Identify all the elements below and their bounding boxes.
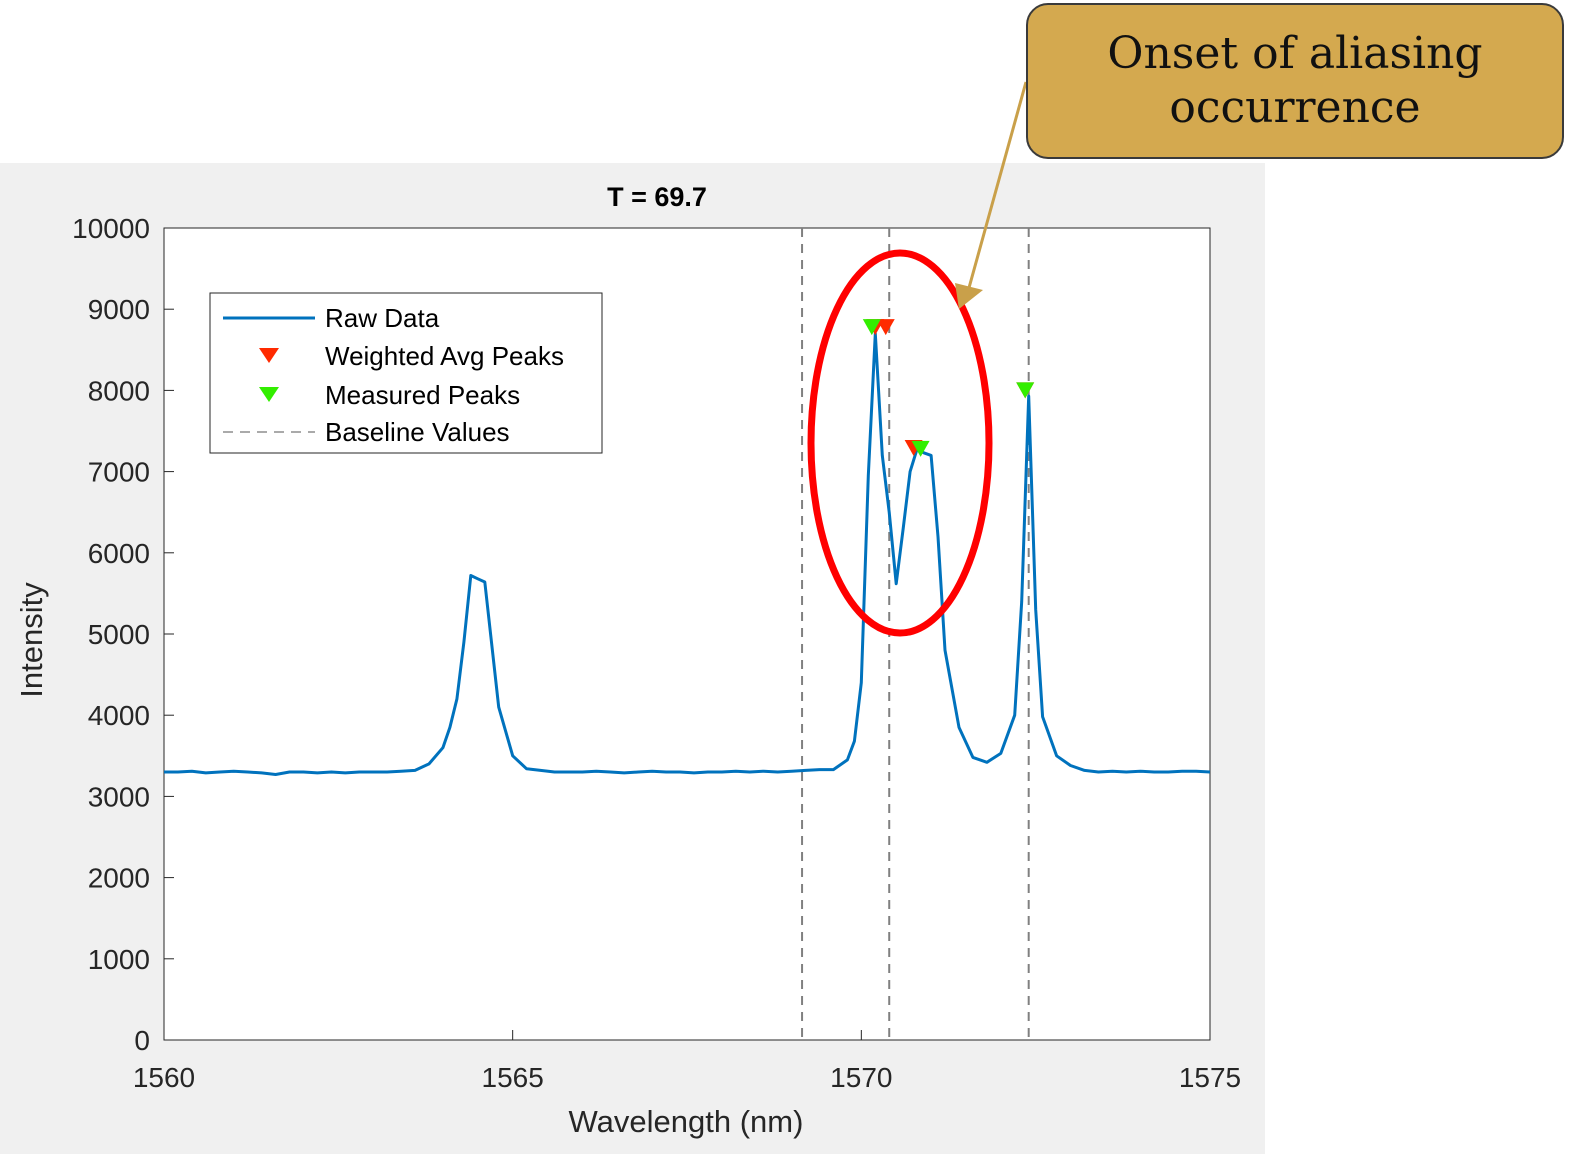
legend-measured-marker [259, 387, 279, 402]
x-axis-label: Wavelength (nm) [569, 1104, 804, 1139]
y-tick-label: 6000 [88, 538, 150, 569]
y-tick-label: 2000 [88, 863, 150, 894]
callout-arrow-shaft [965, 81, 1028, 296]
legend-weighted-label: Weighted Avg Peaks [325, 341, 564, 371]
y-tick-label: 7000 [88, 457, 150, 488]
y-tick-label: 10000 [72, 213, 150, 244]
legend-weighted-marker [259, 348, 279, 363]
y-tick-label: 0 [134, 1025, 150, 1056]
annotation-callout: Onset of aliasing occurrence [1026, 3, 1564, 159]
y-axis-label: Intensity [14, 582, 49, 698]
y-tick-label: 5000 [88, 619, 150, 650]
legend-box [209, 292, 603, 454]
y-tick-label: 8000 [88, 375, 150, 406]
callout-text-line2: occurrence [1169, 82, 1421, 133]
legend: Raw Data Weighted Avg Peaks Measured Pea… [209, 292, 603, 454]
x-tick-label: 1575 [1179, 1062, 1241, 1093]
aliasing-ellipse [807, 249, 993, 637]
callout-arrowhead [955, 283, 983, 309]
measured-peak-marker [1016, 382, 1035, 399]
measured-peak-marker [862, 319, 881, 336]
legend-raw-label: Raw Data [325, 303, 440, 333]
chart-title: T = 69.7 [607, 182, 707, 212]
y-axis-ticks: 0 1000 2000 3000 4000 5000 6000 7000 8000 9000 100… [72, 213, 174, 1056]
peak-markers [862, 319, 1035, 457]
y-tick-label: 9000 [88, 294, 150, 325]
callout-text-line1: Onset of aliasing [1107, 28, 1483, 79]
x-axis-ticks: 1560 1565 1570 1575 [133, 1030, 1241, 1093]
measured-peak-marker [911, 440, 930, 457]
raw-data-line [164, 332, 1211, 776]
x-tick-label: 1565 [482, 1062, 544, 1093]
y-tick-label: 3000 [88, 781, 150, 812]
y-tick-label: 4000 [88, 700, 150, 731]
legend-measured-label: Measured Peaks [325, 380, 520, 410]
y-tick-label: 1000 [88, 944, 150, 975]
legend-baseline-label: Baseline Values [325, 417, 510, 447]
x-tick-label: 1570 [830, 1062, 892, 1093]
x-tick-label: 1560 [133, 1062, 195, 1093]
weighted-avg-peak-marker [876, 319, 895, 336]
